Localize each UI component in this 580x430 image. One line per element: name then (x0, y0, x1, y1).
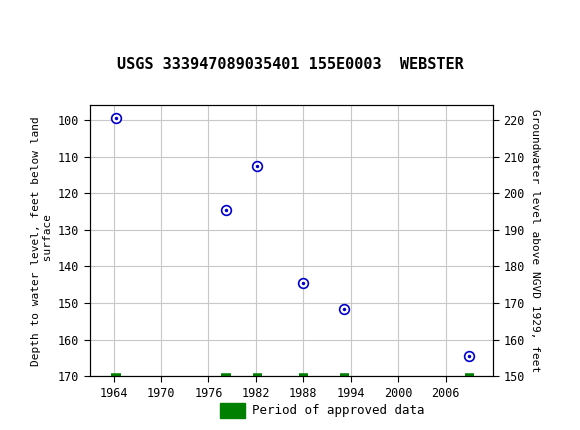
Text: USGS 333947089035401 155E0003  WEBSTER: USGS 333947089035401 155E0003 WEBSTER (117, 57, 463, 72)
Bar (220, 403, 245, 418)
Y-axis label: Depth to water level, feet below land
 surface: Depth to water level, feet below land su… (31, 116, 53, 366)
Text: USGS: USGS (32, 11, 92, 30)
Y-axis label: Groundwater level above NGVD 1929, feet: Groundwater level above NGVD 1929, feet (530, 109, 541, 372)
Text: ≡: ≡ (9, 10, 27, 31)
Text: Period of approved data: Period of approved data (252, 404, 424, 417)
